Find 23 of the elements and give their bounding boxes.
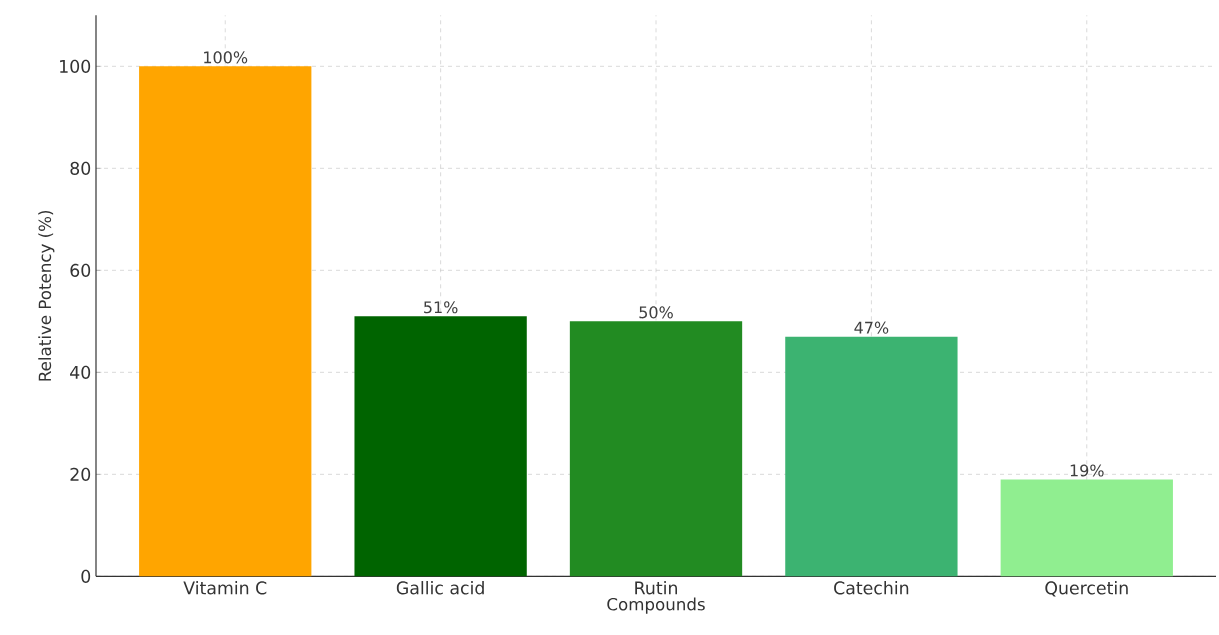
bar <box>354 316 527 577</box>
bar <box>785 336 958 577</box>
data-label: 19% <box>1070 464 1104 477</box>
y-tick-label: 0 <box>81 569 91 583</box>
y-tick-label: 80 <box>70 161 91 175</box>
x-tick-label: Vitamin C <box>183 581 267 595</box>
data-label: 47% <box>854 321 889 334</box>
x-tick-label: Rutin <box>635 581 677 595</box>
x-tick-label: Quercetin <box>1045 581 1128 597</box>
x-tick-label: Gallic acid <box>396 581 484 595</box>
x-axis-title: Compounds <box>607 597 705 614</box>
x-tick-label: Catechin <box>834 581 909 595</box>
y-tick-label: 20 <box>70 467 91 481</box>
y-tick-label: 60 <box>70 263 91 277</box>
y-axis-title: Relative Potency (%) <box>38 210 55 381</box>
bar <box>569 321 743 577</box>
data-label: 50% <box>639 306 673 319</box>
y-tick-label: 100 <box>60 59 91 73</box>
data-label: 51% <box>424 301 458 314</box>
bar <box>139 66 312 577</box>
data-label: 100% <box>204 51 248 64</box>
bar <box>1000 479 1173 577</box>
y-tick-label: 40 <box>70 365 91 379</box>
